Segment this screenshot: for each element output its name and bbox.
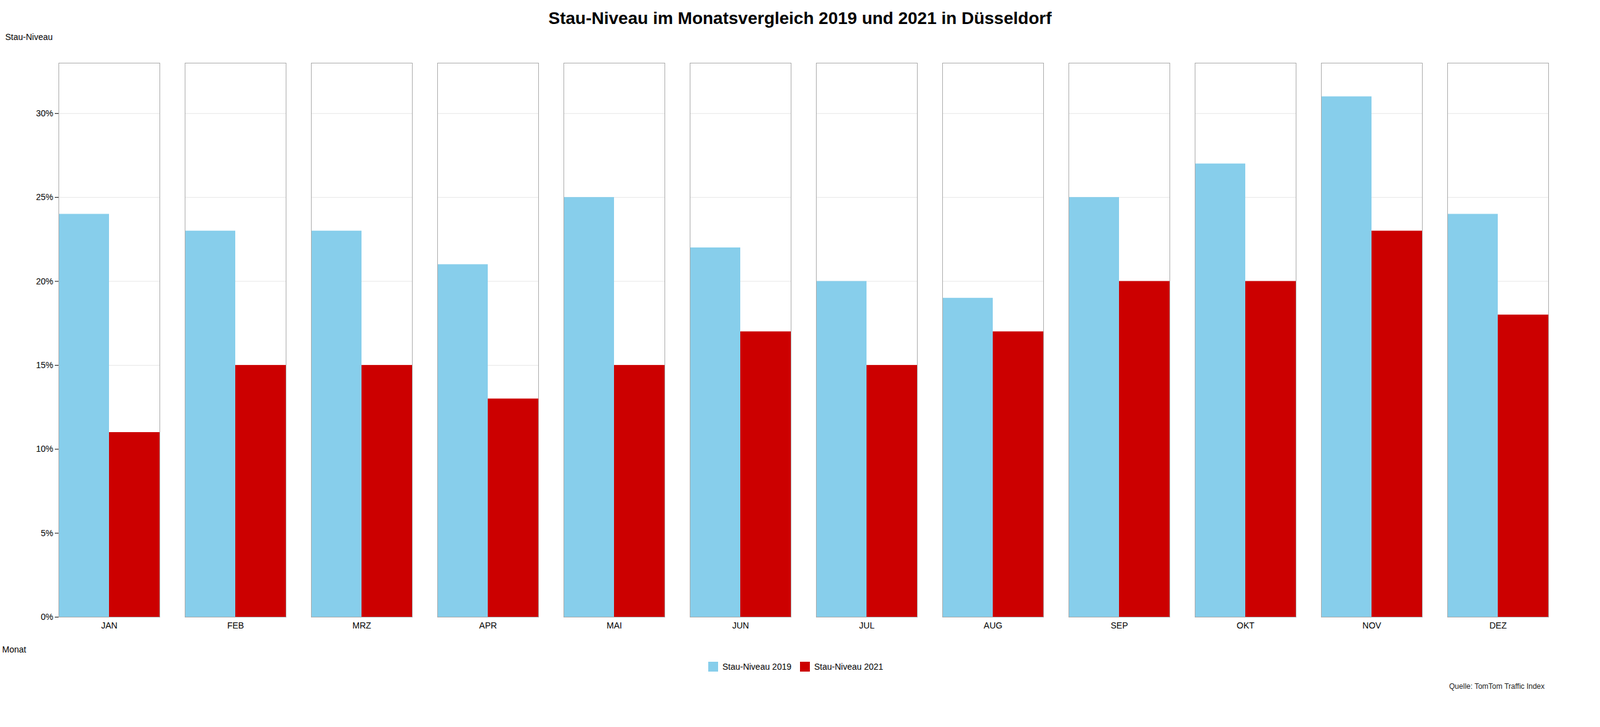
svg-text:0%: 0% (40, 612, 53, 623)
svg-text:AUG: AUG (983, 620, 1003, 631)
svg-text:FEB: FEB (227, 620, 244, 631)
svg-text:APR: APR (479, 620, 497, 631)
svg-text:10%: 10% (35, 444, 53, 454)
svg-text:NOV: NOV (1362, 620, 1382, 631)
svg-text:30%: 30% (35, 108, 53, 119)
svg-text:SEP: SEP (1110, 620, 1128, 631)
svg-text:JUN: JUN (732, 620, 749, 631)
svg-text:5%: 5% (40, 528, 53, 539)
svg-text:JAN: JAN (101, 620, 118, 631)
svg-text:DEZ: DEZ (1489, 620, 1508, 631)
html-text:Quelle: TomTom Traffic Index: Quelle: TomTom Traffic Index (1449, 682, 1545, 691)
svg-text:20%: 20% (35, 276, 53, 287)
svg-text:Stau-Niveau: Stau-Niveau (5, 32, 53, 42)
svg-text:JUL: JUL (859, 620, 875, 631)
svg-text:OKT: OKT (1236, 620, 1255, 631)
svg-text:15%: 15% (35, 360, 53, 371)
svg-text:Monat: Monat (2, 644, 27, 655)
svg-text:25%: 25% (35, 192, 53, 203)
html-text:Stau-Niveau im Monatsvergleich: Stau-Niveau im Monatsvergleich 2019 und … (548, 8, 1052, 28)
html-text:Stau-Niveau 2019: Stau-Niveau 2019 (722, 661, 792, 672)
svg-text:MRZ: MRZ (352, 620, 372, 631)
html-text:Stau-Niveau 2021: Stau-Niveau 2021 (814, 661, 884, 672)
svg-text:MAI: MAI (606, 620, 623, 631)
